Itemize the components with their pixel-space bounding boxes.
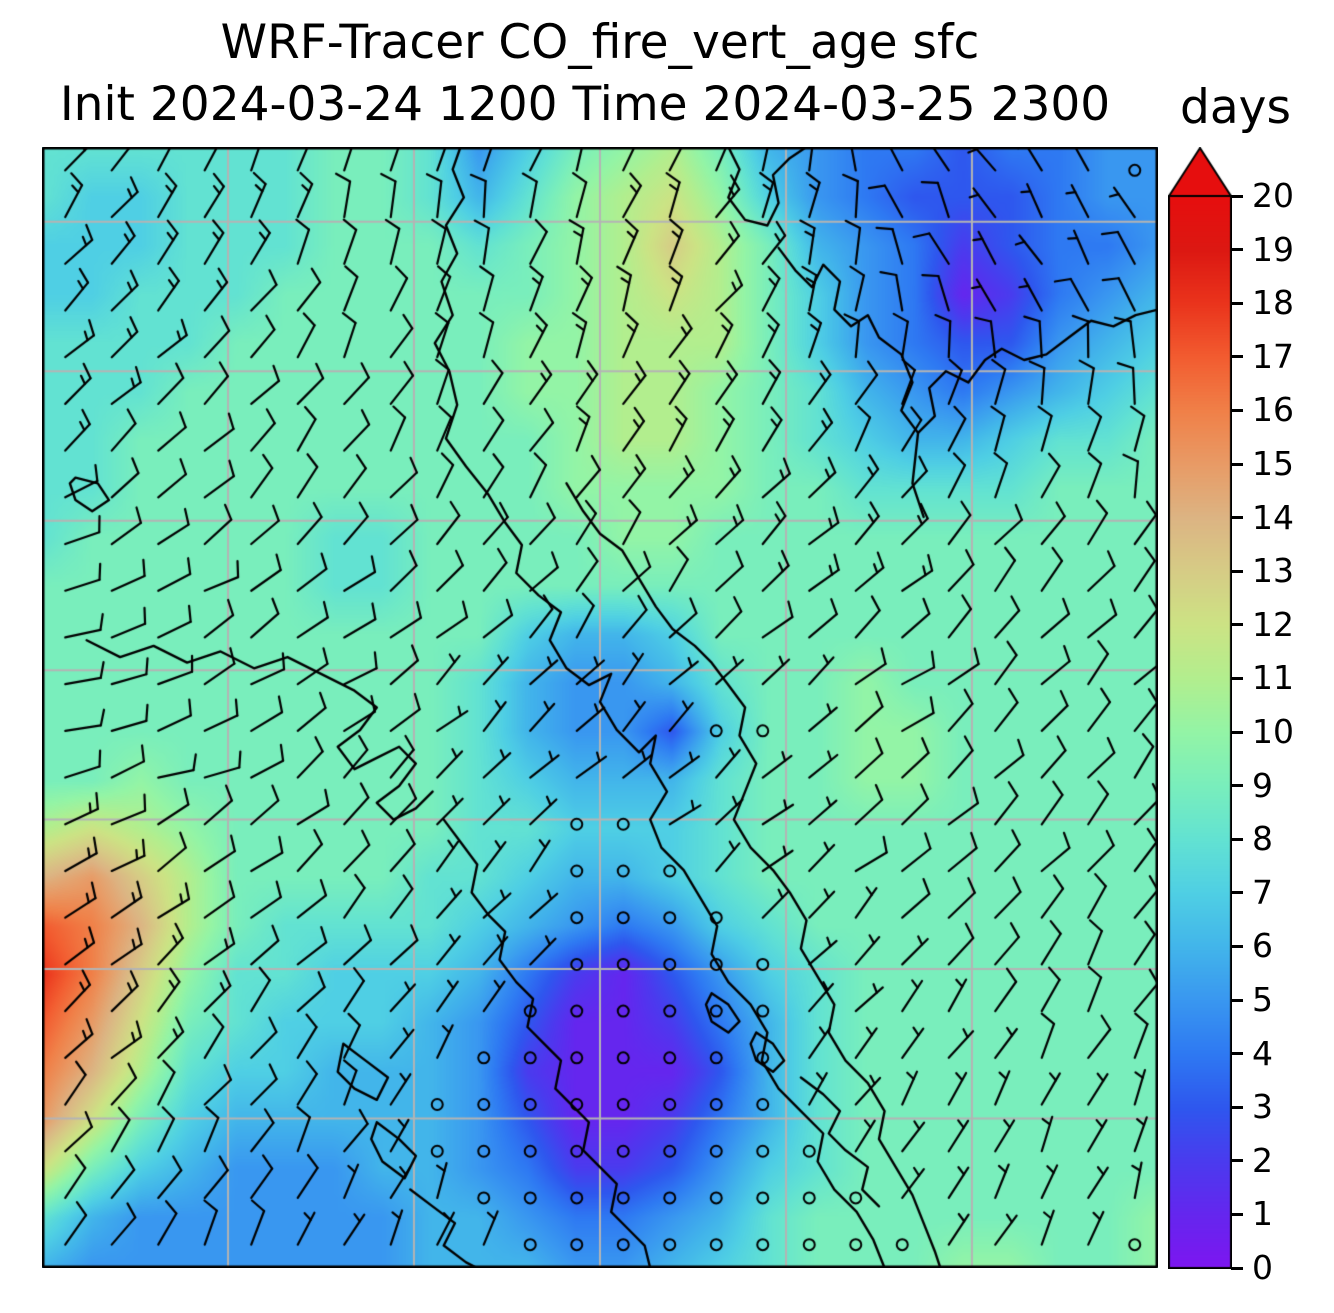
colorbar-tick-label: 11 <box>1252 658 1294 698</box>
colorbar-tick-label: 5 <box>1252 980 1273 1019</box>
colorbar-tick-mark <box>1231 730 1243 734</box>
colorbar-tick-label: 9 <box>1252 765 1273 805</box>
colorbar-tick-mark <box>1231 998 1243 1002</box>
colorbar-tick-label: 8 <box>1252 819 1273 859</box>
colorbar-tick-mark <box>1231 569 1243 573</box>
colorbar-tick-label: 3 <box>1252 1087 1273 1127</box>
colorbar <box>1168 147 1232 1269</box>
colorbar-tick-label: 16 <box>1252 390 1294 430</box>
colorbar-tick-mark <box>1231 1052 1243 1056</box>
colorbar-tick-label: 19 <box>1252 229 1294 269</box>
colorbar-tick-label: 15 <box>1252 444 1294 483</box>
colorbar-tick-label: 20 <box>1252 176 1294 215</box>
colorbar-tick-mark <box>1231 837 1243 841</box>
colorbar-tick-mark <box>1231 891 1243 895</box>
colorbar-tick-mark <box>1231 194 1243 198</box>
colorbar-tick-mark <box>1231 623 1243 627</box>
colorbar-tick-mark <box>1231 784 1243 788</box>
colorbar-tick-mark <box>1231 301 1243 305</box>
colorbar-tick-label: 7 <box>1252 872 1273 912</box>
colorbar-tick-label: 4 <box>1252 1033 1273 1073</box>
colorbar-tick-label: 12 <box>1252 604 1294 644</box>
colorbar-tick-mark <box>1231 462 1243 466</box>
colorbar-tick-mark <box>1231 1105 1243 1109</box>
colorbar-tick-mark <box>1231 516 1243 520</box>
colorbar-tick-label: 14 <box>1252 497 1294 537</box>
colorbar-tick-mark <box>1231 676 1243 680</box>
colorbar-tick-mark <box>1231 408 1243 412</box>
plot-title: WRF-Tracer CO_fire_vert_age sfc <box>220 15 980 70</box>
colorbar-tick-label: 17 <box>1252 336 1294 376</box>
map-plot-canvas <box>42 147 1158 1268</box>
colorbar-tick-label: 13 <box>1252 551 1294 591</box>
colorbar-tick-label: 2 <box>1252 1140 1273 1180</box>
colorbar-tick-mark <box>1231 1212 1243 1216</box>
colorbar-tick-mark <box>1231 1159 1243 1163</box>
colorbar-tick-mark <box>1231 1266 1243 1270</box>
colorbar-tick-label: 18 <box>1252 283 1294 323</box>
colorbar-tick-mark <box>1231 944 1243 948</box>
colorbar-tick-label: 0 <box>1252 1248 1273 1287</box>
colorbar-tick-label: 10 <box>1252 712 1294 751</box>
plot-subtitle: Init 2024-03-24 1200 Time 2024-03-25 230… <box>59 77 1111 132</box>
colorbar-tick-mark <box>1231 355 1243 359</box>
colorbar-unit-label: days <box>1180 80 1291 135</box>
colorbar-tick-label: 1 <box>1252 1194 1273 1234</box>
colorbar-tick-mark <box>1231 248 1243 252</box>
colorbar-tick-label: 6 <box>1252 926 1273 966</box>
